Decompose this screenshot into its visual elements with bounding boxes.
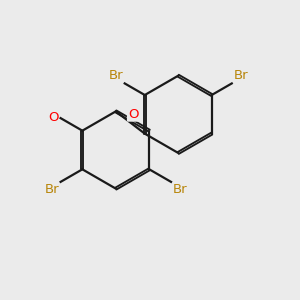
Text: Br: Br <box>109 69 123 82</box>
Text: Br: Br <box>44 183 59 196</box>
Text: Br: Br <box>172 183 187 196</box>
Text: Br: Br <box>233 69 248 82</box>
Text: O: O <box>128 108 139 121</box>
Text: O: O <box>49 111 59 124</box>
